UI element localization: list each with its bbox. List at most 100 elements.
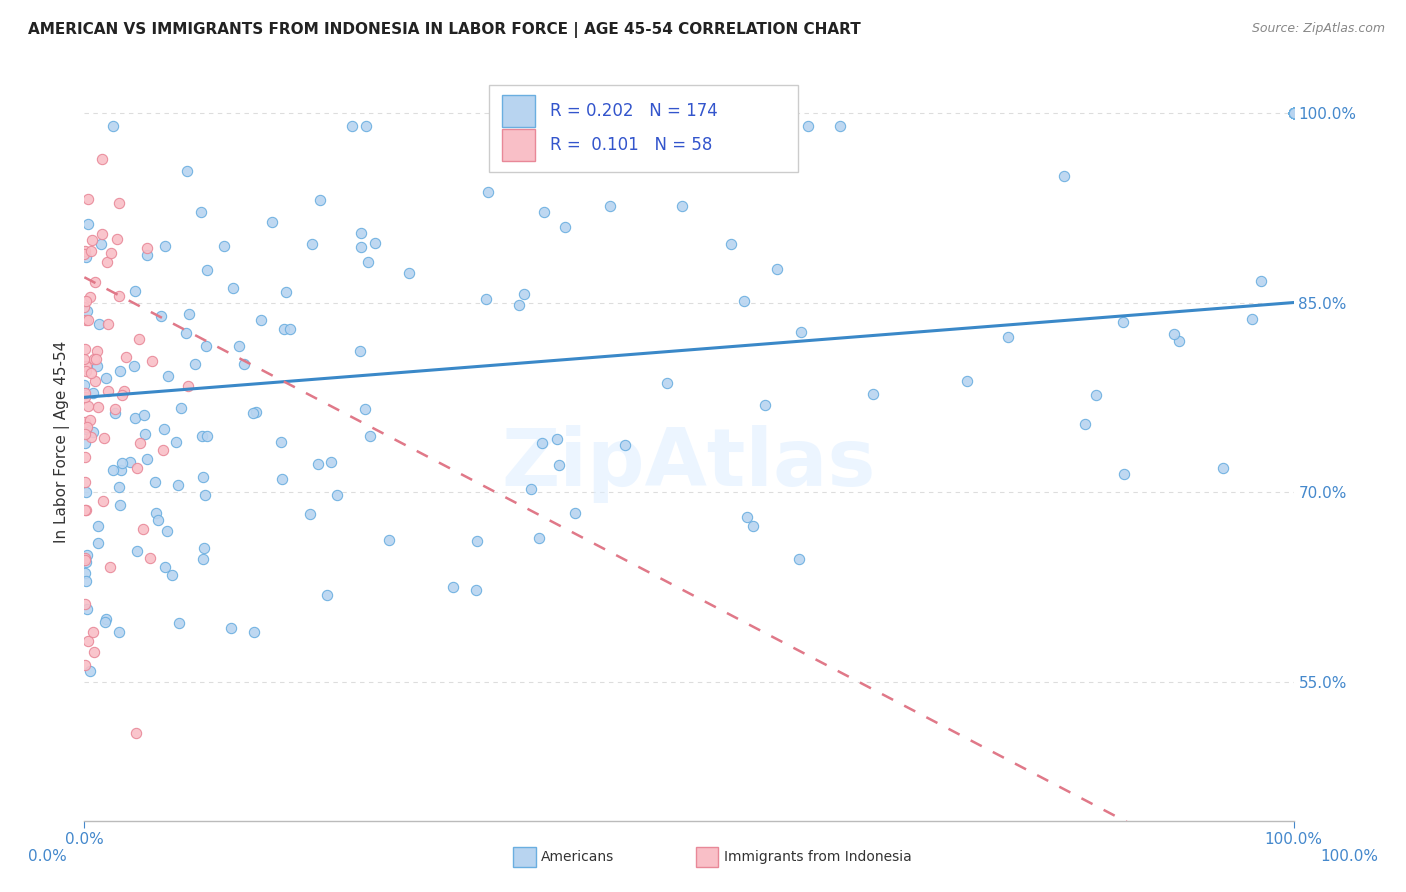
Point xyxy=(862,386,884,401)
Point xyxy=(83,644,105,658)
Point xyxy=(1282,106,1305,120)
Point xyxy=(720,237,742,252)
Point xyxy=(108,289,131,303)
Text: R = 0.202   N = 174: R = 0.202 N = 174 xyxy=(550,102,717,120)
Point xyxy=(73,390,96,404)
Point xyxy=(1282,106,1305,120)
Point xyxy=(1282,106,1305,120)
Point xyxy=(80,367,103,381)
Point xyxy=(96,255,118,269)
Point xyxy=(124,284,146,298)
Point xyxy=(90,236,112,251)
Point xyxy=(1282,106,1305,120)
Point xyxy=(564,506,586,520)
Point xyxy=(73,377,96,392)
Point xyxy=(1212,460,1234,475)
Point xyxy=(1282,106,1305,120)
Point xyxy=(735,510,758,524)
Point xyxy=(125,461,148,475)
Point xyxy=(170,401,193,415)
Point xyxy=(1282,106,1305,120)
Point xyxy=(1112,315,1135,329)
Point xyxy=(141,353,163,368)
Point xyxy=(349,343,371,358)
Point xyxy=(222,281,245,295)
Point xyxy=(1282,106,1305,120)
Point xyxy=(75,313,97,327)
Point xyxy=(441,581,464,595)
Point xyxy=(76,419,98,434)
Point xyxy=(87,519,110,533)
Point xyxy=(146,512,169,526)
Point xyxy=(91,153,114,167)
Point xyxy=(75,359,97,373)
Point xyxy=(75,566,97,580)
Point xyxy=(73,342,96,356)
Point xyxy=(326,488,349,502)
Point xyxy=(153,422,176,436)
Point xyxy=(160,567,183,582)
Point xyxy=(357,255,380,269)
Point xyxy=(1282,106,1305,120)
Point xyxy=(1282,106,1305,120)
Point xyxy=(530,436,553,450)
Point xyxy=(184,357,207,371)
Point xyxy=(195,263,218,277)
Point xyxy=(1282,106,1305,120)
Point xyxy=(233,358,256,372)
Point xyxy=(87,400,110,414)
Point xyxy=(513,286,536,301)
Point xyxy=(1282,106,1305,120)
Point xyxy=(100,245,122,260)
Point xyxy=(75,293,97,308)
Point xyxy=(155,559,177,574)
Point xyxy=(194,338,217,352)
Point xyxy=(82,425,104,439)
Point xyxy=(136,248,159,262)
Point xyxy=(150,310,173,324)
Point xyxy=(75,427,97,442)
Point xyxy=(508,297,530,311)
Point xyxy=(1282,106,1305,120)
Point xyxy=(1282,106,1305,120)
Point xyxy=(797,119,820,133)
Point xyxy=(613,438,636,452)
Point xyxy=(134,427,156,442)
Point xyxy=(73,247,96,261)
Point xyxy=(350,240,373,254)
Point xyxy=(1282,106,1305,120)
Text: ZipAtlas: ZipAtlas xyxy=(502,425,876,503)
Point xyxy=(363,235,385,250)
Point xyxy=(1282,106,1305,120)
Point xyxy=(1168,334,1191,349)
Point xyxy=(177,378,200,392)
Point xyxy=(378,533,401,548)
Point xyxy=(80,244,103,259)
Point xyxy=(108,363,131,377)
Point xyxy=(1282,106,1305,120)
Point xyxy=(671,199,693,213)
Point xyxy=(790,325,813,339)
Point xyxy=(156,524,179,539)
Point xyxy=(76,303,98,318)
Point xyxy=(73,385,96,400)
Point xyxy=(474,292,496,306)
Point xyxy=(742,519,765,533)
Point xyxy=(73,301,96,315)
Point xyxy=(309,193,332,207)
Point xyxy=(1282,106,1305,120)
Point xyxy=(274,285,297,299)
Point xyxy=(270,434,292,449)
Point xyxy=(354,119,377,133)
Point xyxy=(105,232,128,246)
Point xyxy=(359,428,381,442)
Point xyxy=(153,239,176,253)
Point xyxy=(83,351,105,366)
Point xyxy=(139,550,162,565)
Point xyxy=(533,205,555,219)
Point xyxy=(1282,106,1305,120)
Point xyxy=(75,450,97,464)
Point xyxy=(127,543,149,558)
Point xyxy=(997,330,1019,344)
Point xyxy=(195,429,218,443)
